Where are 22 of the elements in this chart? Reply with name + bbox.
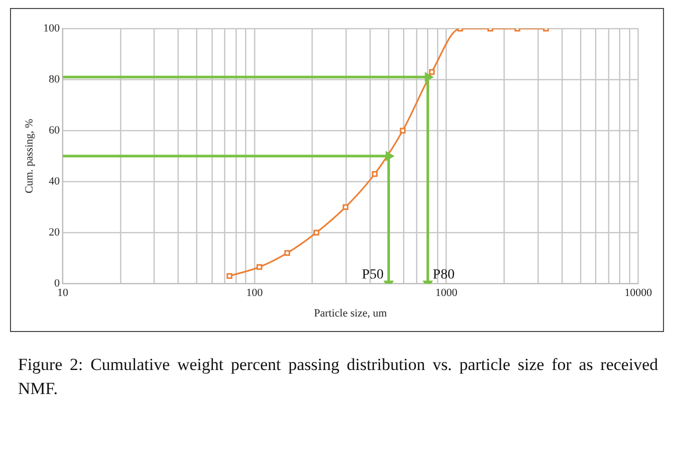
y-tick-label: 80 [48,73,60,86]
y-tick-label: 40 [48,175,60,188]
point [313,230,320,236]
y-tick-label: 60 [48,124,60,136]
x-tick-label: 10000 [624,287,652,300]
x-tick-label: 10 [57,287,69,300]
point [226,273,232,279]
x-tick-label: 100 [246,287,264,300]
x-axis-title: Particle size, um [314,307,388,320]
point [372,171,378,177]
x-tick-label: 1000 [435,287,458,300]
point [400,128,406,134]
y-tick-label: 0 [54,277,60,290]
point [284,250,290,256]
y-tick-label: 100 [43,22,60,34]
point [256,264,262,270]
annotation: P50 [362,267,384,282]
annotation: P80 [432,267,455,282]
y-axis-title: Cum. passing, % [23,118,36,194]
text: Figure 2: Cumulative weight percent passing distribution vs. particle size for as received NMF. [18,354,658,400]
point [342,204,348,210]
y-tick-label: 20 [48,226,60,238]
